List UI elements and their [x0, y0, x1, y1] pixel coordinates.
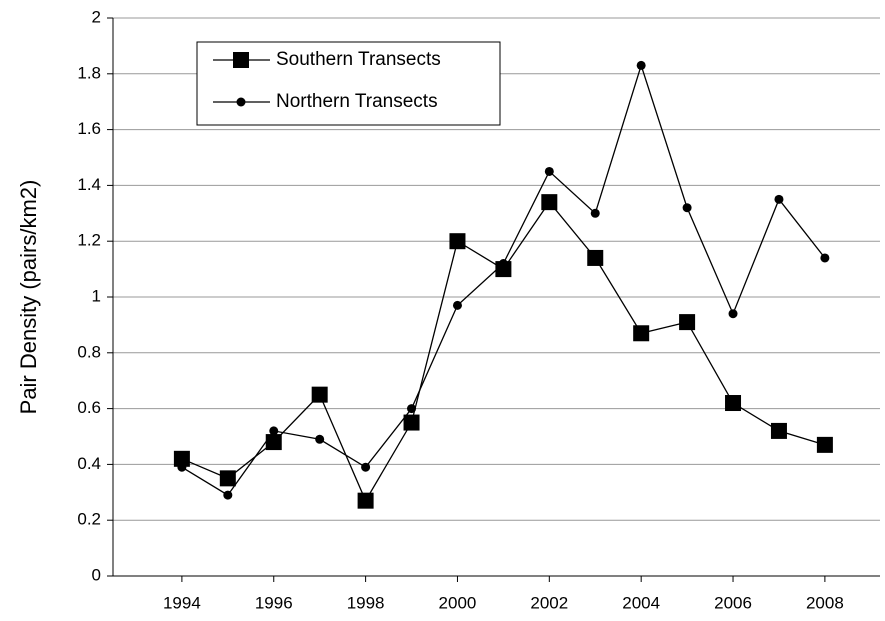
y-tick-label: 0.6 — [77, 398, 101, 417]
marker — [770, 422, 787, 439]
x-tick-label: 1996 — [255, 593, 293, 612]
marker — [219, 470, 236, 487]
marker — [311, 386, 328, 403]
marker — [177, 462, 187, 472]
y-tick-label: 1.4 — [77, 175, 101, 194]
x-tick-label: 2006 — [714, 593, 752, 612]
marker — [725, 395, 742, 412]
legend-marker — [236, 97, 246, 107]
marker — [816, 436, 833, 453]
marker — [590, 208, 600, 218]
y-tick-label: 2 — [92, 7, 101, 26]
y-tick-label: 0.4 — [77, 454, 101, 473]
marker — [682, 203, 692, 213]
marker — [774, 194, 784, 204]
x-tick-label: 1998 — [347, 593, 385, 612]
marker — [357, 492, 374, 509]
x-tick-label: 2000 — [439, 593, 477, 612]
marker — [679, 314, 696, 331]
marker — [636, 60, 646, 70]
legend-label: Southern Transects — [276, 49, 441, 70]
y-tick-label: 1.6 — [77, 119, 101, 138]
marker — [403, 414, 420, 431]
marker — [498, 259, 508, 269]
y-tick-label: 1.8 — [77, 63, 101, 82]
marker — [452, 300, 462, 310]
marker — [633, 325, 650, 342]
marker — [269, 426, 279, 436]
marker — [223, 490, 233, 500]
marker — [361, 462, 371, 472]
x-tick-label: 2004 — [622, 593, 660, 612]
marker — [265, 434, 282, 451]
marker — [728, 309, 738, 319]
x-tick-label: 2008 — [806, 593, 844, 612]
marker — [449, 233, 466, 250]
marker — [315, 434, 325, 444]
y-tick-label: 1.2 — [77, 231, 101, 250]
x-tick-label: 2002 — [530, 593, 568, 612]
legend-label: Northern Transects — [276, 91, 438, 112]
marker — [541, 194, 558, 211]
marker — [587, 249, 604, 266]
y-tick-label: 1 — [92, 286, 101, 305]
y-tick-label: 0.8 — [77, 342, 101, 361]
marker — [173, 450, 190, 467]
y-axis-label: Pair Density (pairs/km2) — [16, 180, 41, 415]
marker — [820, 253, 830, 263]
series-line — [181, 201, 826, 503]
y-tick-label: 0.2 — [77, 510, 101, 529]
marker — [544, 166, 554, 176]
marker — [407, 404, 417, 414]
legend-marker — [233, 52, 249, 68]
y-tick-label: 0 — [92, 565, 101, 584]
x-tick-label: 1994 — [163, 593, 201, 612]
